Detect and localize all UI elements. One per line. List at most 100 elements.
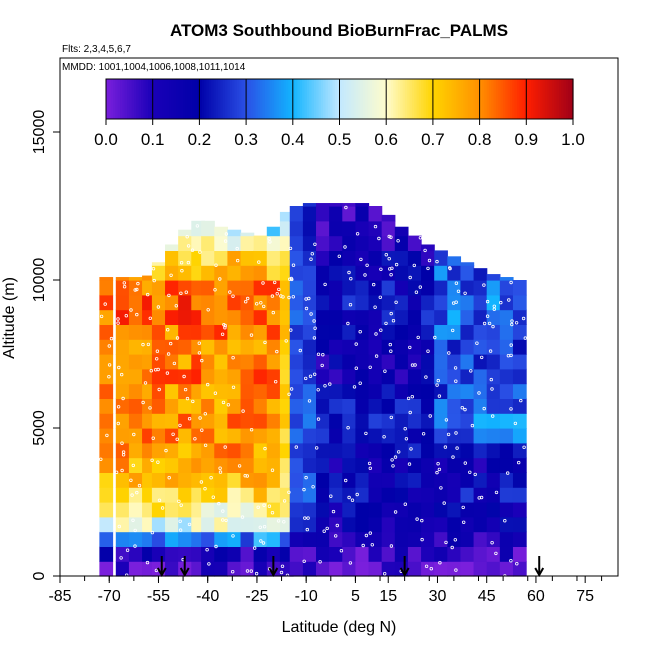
- heatmap-cell: [512, 368, 527, 385]
- heatmap-cell: [434, 561, 448, 577]
- heatmap-cell: [355, 561, 370, 577]
- heatmap-cell: [394, 516, 409, 533]
- sample-point: [187, 522, 192, 527]
- heatmap-cell: [486, 472, 501, 488]
- heatmap-cell: [486, 368, 501, 385]
- sample-point: [133, 528, 137, 533]
- heatmap-cell: [115, 531, 130, 547]
- colorbar-segment: [201, 79, 205, 119]
- sample-point: [135, 312, 139, 317]
- sample-point: [316, 352, 321, 356]
- heatmap-cell: [266, 502, 281, 518]
- heatmap-cell: [381, 235, 396, 251]
- colorbar-tick-label: 0.7: [421, 130, 445, 149]
- sample-point: [284, 339, 288, 343]
- heatmap-cell: [407, 294, 422, 311]
- colorbar-segment: [117, 79, 121, 119]
- heatmap-cell: [214, 280, 228, 296]
- heatmap-cell: [227, 561, 242, 577]
- sample-point: [223, 326, 227, 330]
- heatmap-cell: [460, 516, 475, 533]
- sample-point: [443, 445, 448, 449]
- colorbar-segment: [393, 79, 397, 119]
- heatmap-cell: [473, 502, 488, 518]
- colorbar-segment: [164, 79, 168, 119]
- sample-point: [262, 503, 266, 507]
- colorbar-segment: [379, 79, 383, 119]
- sample-point: [437, 394, 442, 398]
- heatmap-cell: [227, 265, 242, 281]
- heatmap-cell: [447, 561, 462, 577]
- heatmap-cell: [266, 472, 281, 488]
- sample-point: [363, 273, 367, 277]
- colorbar-segment: [456, 79, 460, 119]
- x-tick-label: 75: [576, 588, 594, 605]
- heatmap-cell: [329, 235, 343, 251]
- heatmap-cell: [355, 457, 370, 473]
- colorbar-segment: [514, 79, 518, 119]
- sample-point: [117, 524, 121, 529]
- sample-point: [347, 495, 351, 500]
- heatmap-cell: [227, 398, 242, 414]
- colorbar-segment: [127, 79, 130, 119]
- heatmap-cell: [512, 531, 527, 547]
- colorbar-segment: [449, 79, 453, 119]
- heatmap-cell: [342, 472, 357, 488]
- heatmap-cell: [355, 294, 370, 311]
- heatmap-cell: [447, 472, 462, 488]
- colorbar-segment: [241, 79, 245, 119]
- heatmap-cell: [178, 516, 192, 533]
- heatmap-cell: [434, 280, 448, 296]
- sample-point: [276, 519, 281, 523]
- heatmap-cell: [460, 546, 475, 562]
- colorbar-segment: [526, 79, 530, 119]
- colorbar-segment: [402, 79, 406, 119]
- sample-point: [315, 446, 319, 450]
- colorbar-segment: [222, 79, 226, 119]
- heatmap-cell: [99, 472, 114, 488]
- colorbar-segment: [463, 79, 467, 119]
- heatmap-cell: [342, 309, 357, 325]
- heatmap-cell: [289, 324, 304, 340]
- sample-point: [313, 242, 317, 246]
- heatmap-cell: [447, 546, 462, 562]
- heatmap-cell: [329, 324, 343, 340]
- heatmap-cell: [434, 339, 448, 355]
- heatmap-cell: [316, 294, 330, 311]
- sample-point: [307, 399, 312, 403]
- heatmap-cell: [316, 368, 330, 385]
- colorbar-tick-label: 0.3: [234, 130, 258, 149]
- heatmap-cell: [329, 428, 343, 444]
- sample-point: [325, 526, 329, 531]
- heatmap-cell: [289, 487, 304, 503]
- sample-point: [179, 291, 183, 295]
- heatmap-cell: [316, 220, 330, 237]
- heatmap-cell: [178, 531, 192, 547]
- heatmap-cell: [165, 280, 179, 296]
- x-tick-label: -70: [98, 588, 121, 605]
- colorbar-tick-label: 0.5: [328, 130, 352, 149]
- heatmap-cell: [99, 368, 114, 385]
- heatmap-cell: [165, 457, 179, 473]
- colorbar-segment: [110, 79, 114, 119]
- heatmap-cell: [165, 531, 179, 547]
- sample-point: [231, 294, 235, 298]
- heatmap-cell: [394, 487, 409, 503]
- sample-point: [364, 533, 369, 538]
- sample-point: [197, 351, 202, 355]
- heatmap-cell: [447, 280, 462, 296]
- colorbar-segment: [239, 79, 243, 119]
- heatmap-cell: [473, 324, 488, 340]
- colorbar-segment: [390, 79, 394, 119]
- sample-point: [157, 387, 161, 392]
- sample-point: [306, 516, 310, 520]
- colorbar-segment: [334, 79, 338, 119]
- heatmap-cell: [214, 487, 228, 503]
- x-tick-label: 15: [379, 588, 397, 605]
- sample-point: [302, 487, 306, 492]
- heatmap-cell: [421, 442, 435, 459]
- sample-point: [280, 564, 285, 568]
- heatmap-cell: [447, 457, 462, 473]
- sample-point: [291, 263, 296, 267]
- heatmap-cell: [486, 339, 501, 355]
